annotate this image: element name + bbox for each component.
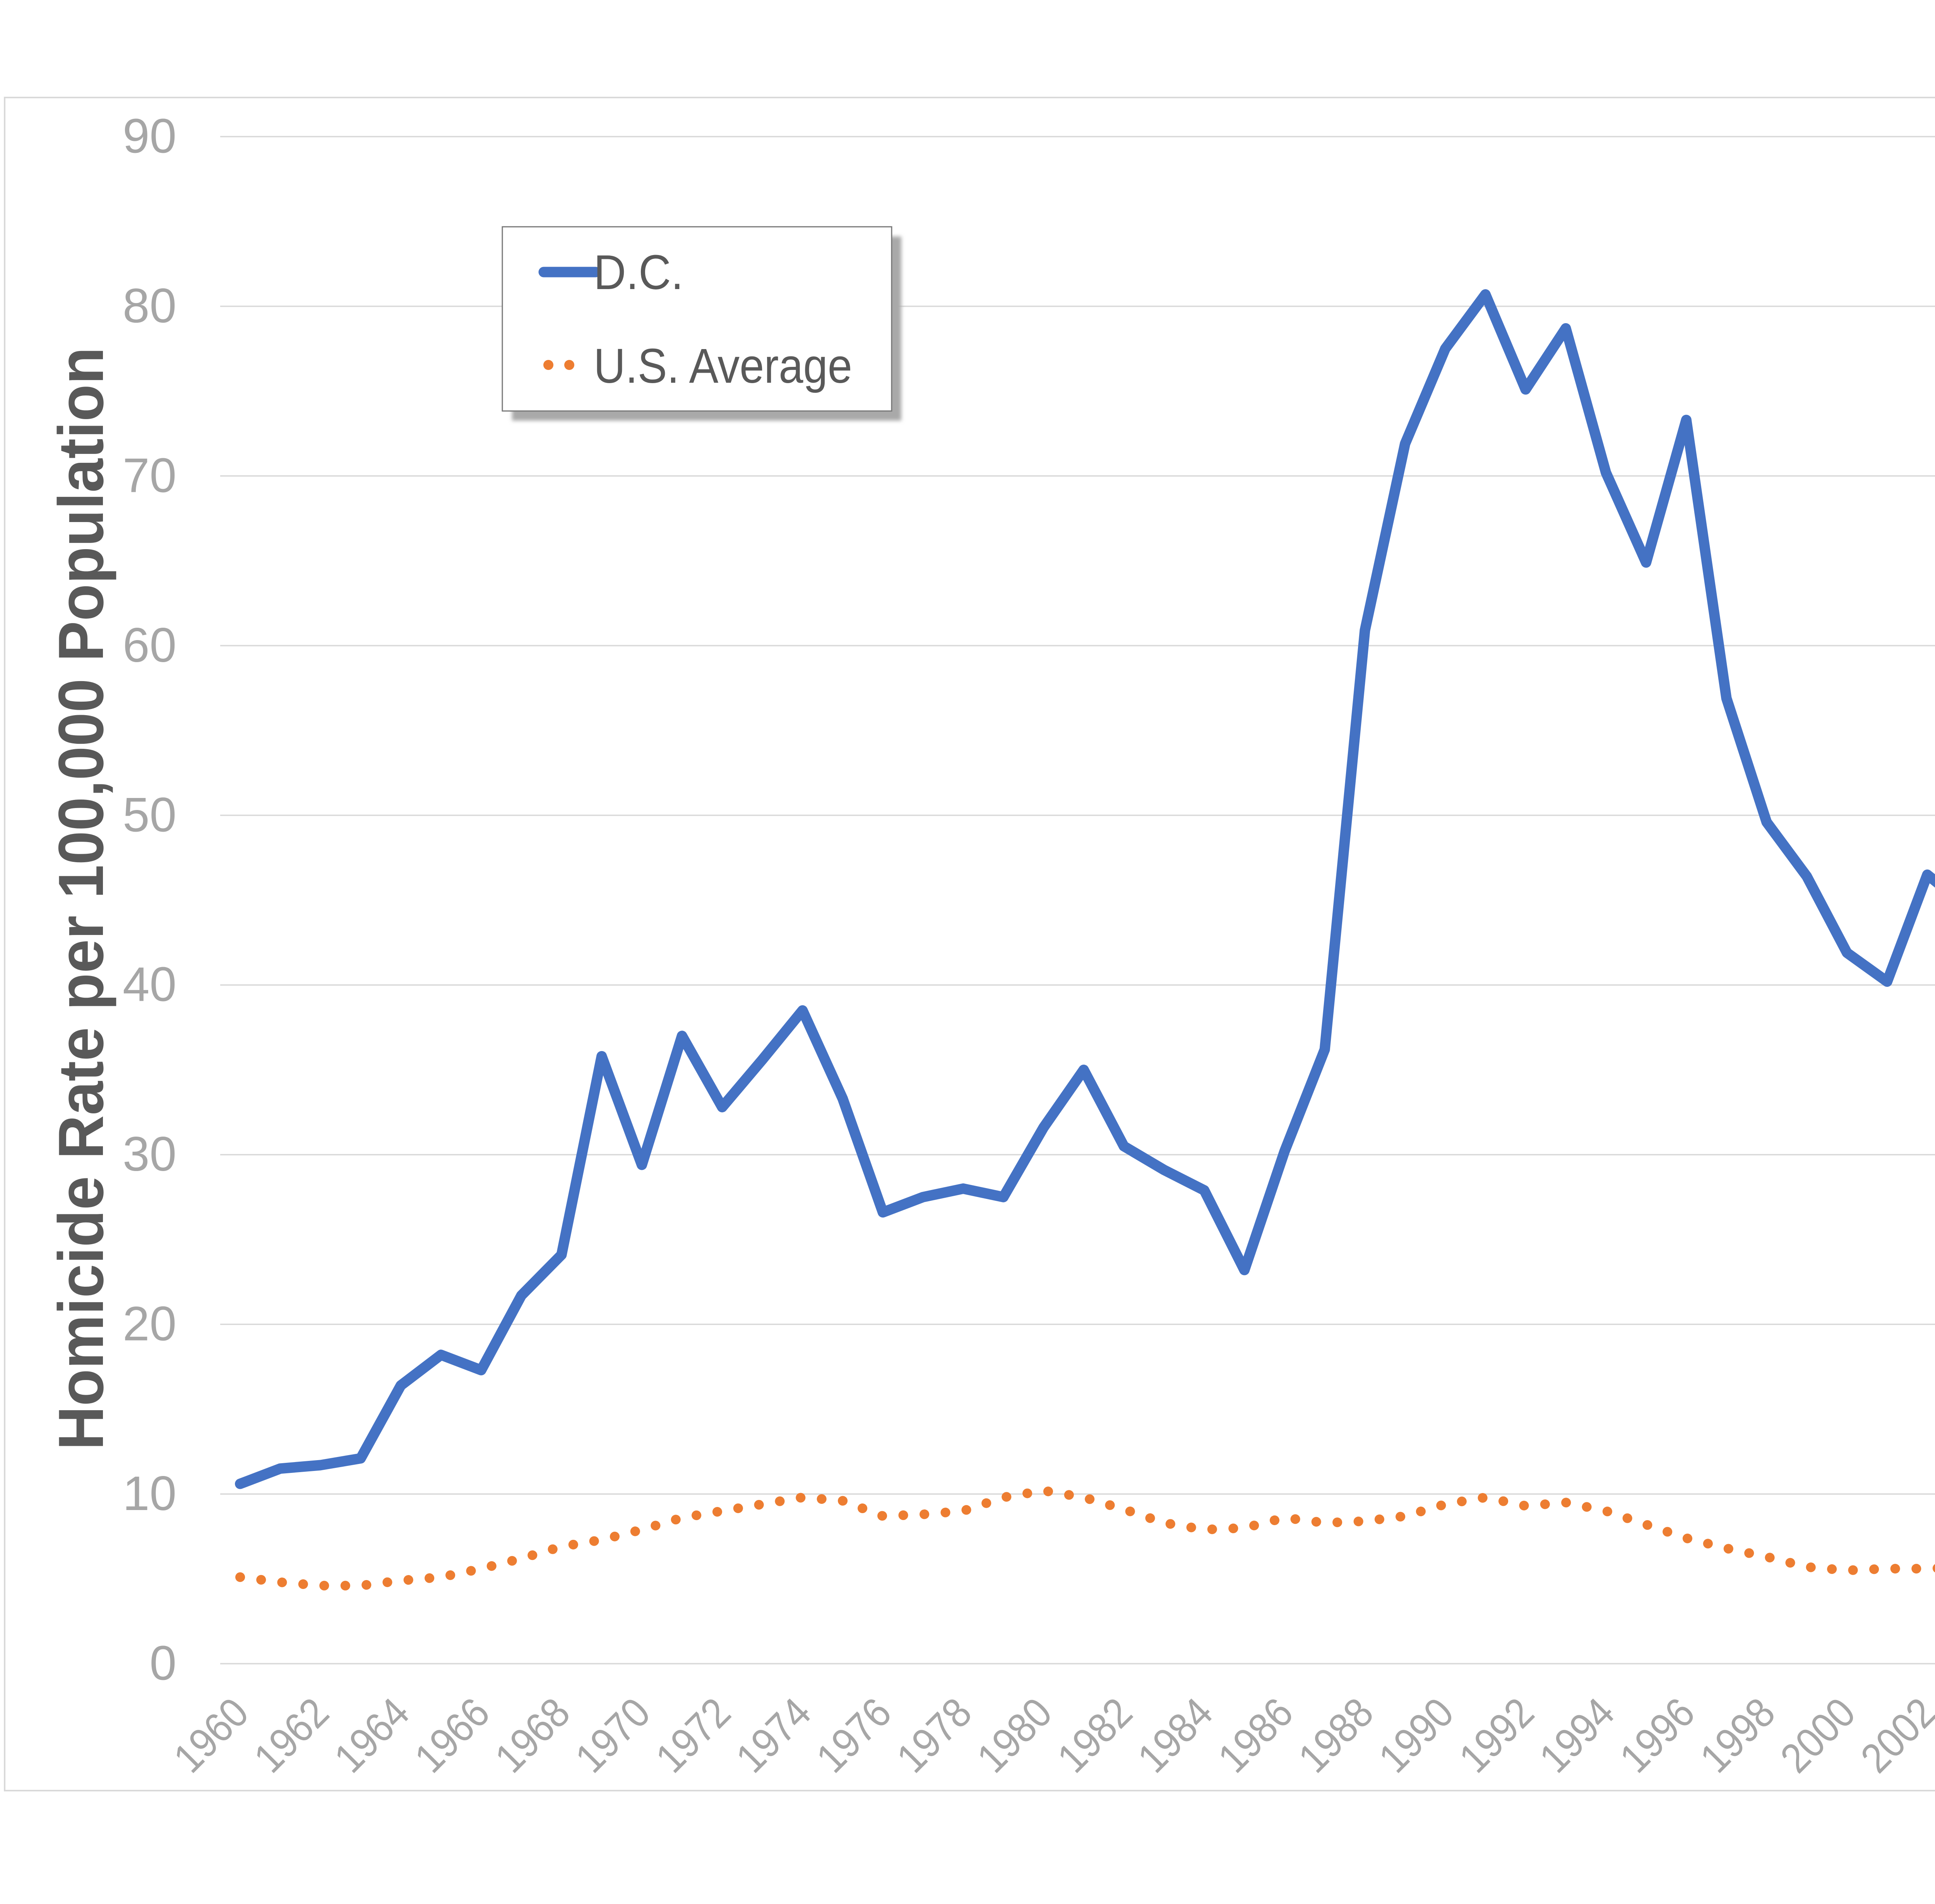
svg-text:90: 90 [123,110,176,163]
svg-text:Homicide Rate per 100,000 Popu: Homicide Rate per 100,000 Population [45,347,116,1450]
svg-text:40: 40 [123,958,176,1012]
svg-text:0: 0 [149,1637,176,1690]
svg-text:D.C.: D.C. [594,245,683,300]
svg-text:50: 50 [123,788,176,842]
svg-text:70: 70 [123,449,176,502]
svg-text:30: 30 [123,1127,176,1181]
svg-text:10: 10 [123,1467,176,1520]
svg-text:U.S. Average: U.S. Average [594,339,852,393]
svg-text:20: 20 [123,1297,176,1351]
svg-text:60: 60 [123,618,176,672]
svg-text:80: 80 [123,279,176,333]
